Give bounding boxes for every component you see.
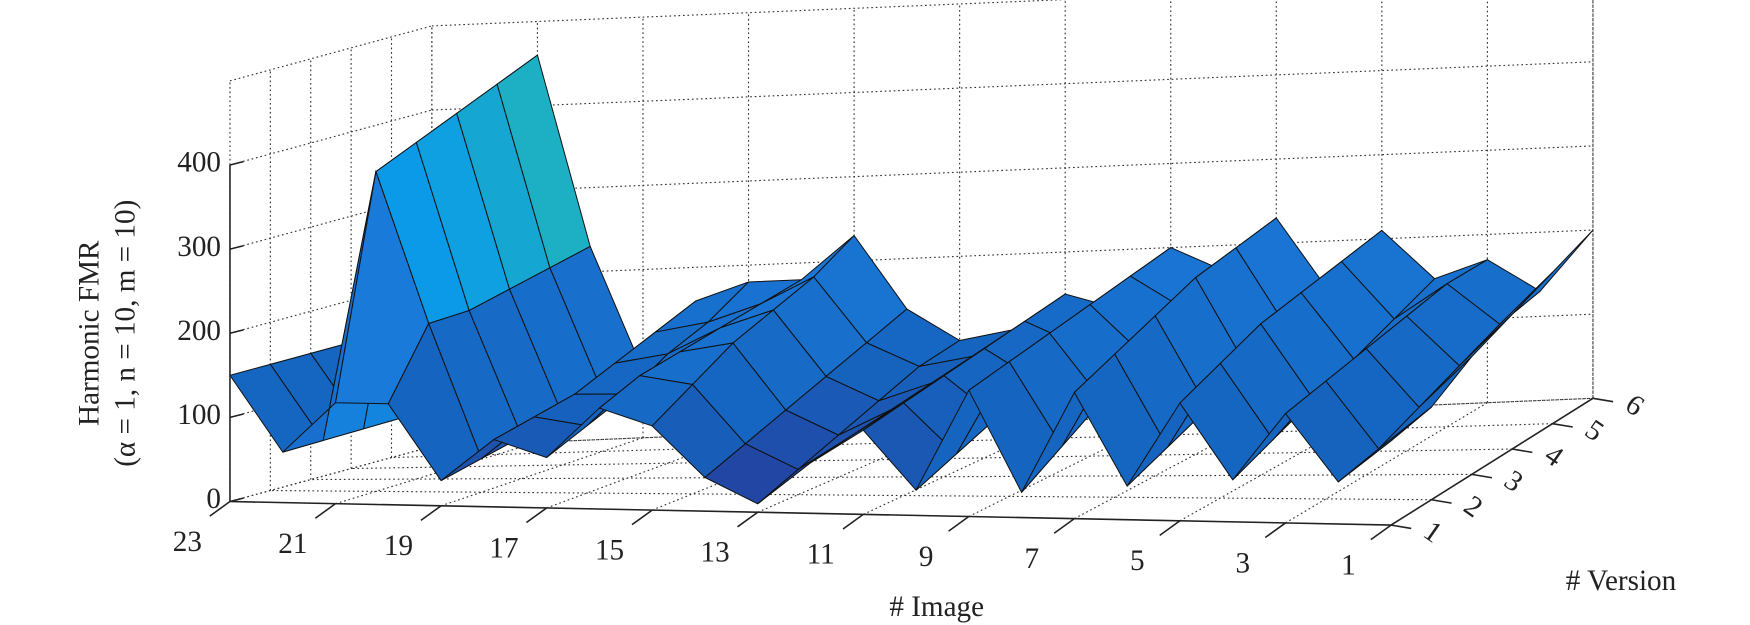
box-edge: [431, 0, 1069, 27]
y-tick: [1552, 422, 1573, 428]
z-tick-label: 400: [177, 147, 221, 179]
z-tick-label: 200: [177, 315, 221, 347]
x-tick: [842, 513, 864, 530]
y-tick: [1471, 473, 1493, 479]
x-tick-label: 23: [173, 526, 202, 558]
surface: [229, 54, 1594, 505]
z-axis-label: Harmonic FMR: [74, 240, 106, 426]
y-axis: [1390, 397, 1594, 526]
grid-line: [229, 446, 433, 503]
x-tick: [1159, 520, 1181, 537]
x-tick: [420, 505, 442, 522]
z-tick: [229, 497, 244, 503]
x-tick: [631, 509, 653, 526]
grid-line: [1285, 402, 1488, 524]
surface-patch: [1337, 406, 1432, 483]
x-tick-label: 9: [919, 541, 934, 573]
z-tick-label: 0: [206, 483, 221, 515]
x-tick-label: 21: [278, 528, 307, 560]
x-tick: [948, 515, 970, 532]
z-tick: [229, 160, 244, 166]
grid-line: [335, 441, 538, 505]
grid-line: [757, 424, 960, 513]
z-tick-label: 300: [177, 231, 221, 263]
grid-line: [968, 415, 1171, 518]
grid-line: [431, 145, 1593, 195]
z-tick: [229, 413, 244, 419]
x-axis-label: # Image: [889, 591, 984, 623]
x-tick-label: 11: [807, 539, 835, 571]
x-tick-label: 5: [1130, 545, 1145, 577]
z-tick: [229, 329, 244, 335]
grid-line: [270, 489, 1432, 501]
grid-line: [431, 229, 1593, 279]
x-tick: [1053, 518, 1075, 534]
y-tick-label: 6: [1620, 388, 1650, 423]
y-tick-label: 2: [1458, 490, 1488, 525]
x-tick: [314, 503, 336, 519]
grid-line: [310, 473, 1472, 481]
y-tick-label: 4: [1539, 439, 1570, 474]
x-tick: [1264, 522, 1286, 539]
y-axis-label: # Version: [1566, 565, 1677, 597]
y-tick-label: 5: [1579, 413, 1609, 448]
x-tick-label: 19: [384, 530, 413, 562]
y-tick: [1431, 498, 1452, 504]
x-tick: [737, 511, 759, 528]
y-tick: [1592, 397, 1614, 403]
z-tick-label: 100: [177, 399, 221, 431]
x-tick-label: 13: [701, 537, 730, 569]
grid-line: [229, 109, 433, 166]
y-tick: [1390, 524, 1412, 530]
x-tick: [209, 500, 231, 517]
x-tick-label: 7: [1024, 543, 1039, 575]
z-axis-label: (α = 1, n = 10, m = 10): [110, 200, 142, 467]
z-tick: [229, 244, 244, 250]
x-tick: [525, 507, 548, 524]
y-tick-label: 1: [1418, 515, 1448, 550]
box-edge: [229, 25, 433, 82]
grid-line: [229, 193, 433, 250]
grid-line: [229, 277, 433, 334]
y-tick: [1512, 448, 1533, 454]
x-tick: [1370, 524, 1392, 541]
grid-line: [431, 61, 1593, 111]
x-tick-label: 1: [1341, 549, 1356, 581]
x-tick-label: 15: [595, 534, 624, 566]
x-tick-label: 17: [489, 532, 518, 564]
grid-line: [431, 397, 1593, 448]
y-tick-label: 3: [1498, 464, 1528, 499]
x-axis: [229, 500, 1392, 526]
x-tick-label: 3: [1236, 547, 1251, 579]
